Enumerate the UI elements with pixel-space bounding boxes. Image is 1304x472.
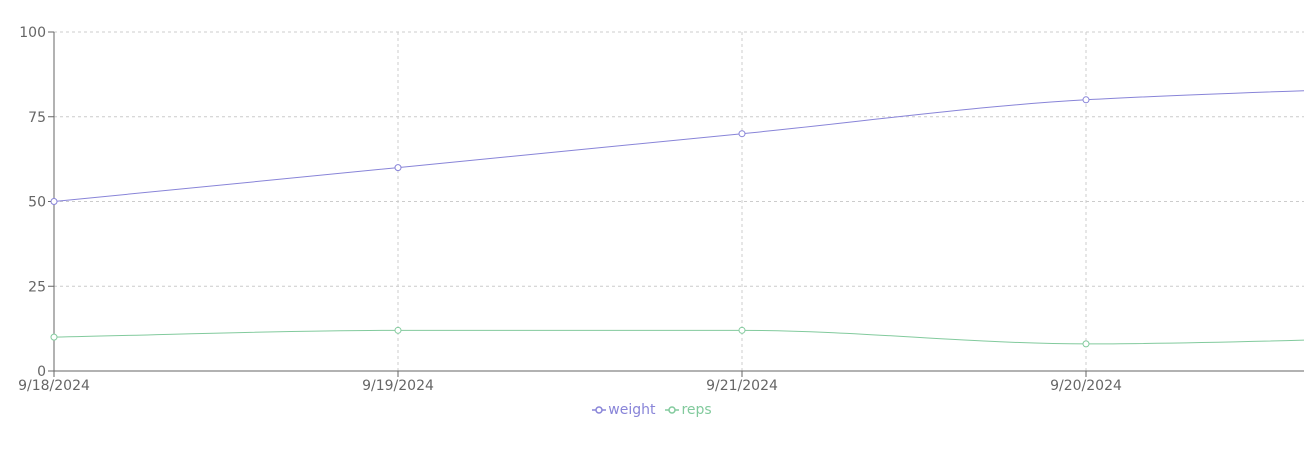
- data-point-weight[interactable]: [1082, 96, 1090, 104]
- data-point-reps[interactable]: [1082, 340, 1090, 348]
- legend-item-reps[interactable]: reps: [665, 402, 712, 418]
- x-tick-label: 9/19/2024: [362, 378, 434, 394]
- data-point-reps[interactable]: [394, 326, 402, 334]
- legend-line-marker-icon: [665, 406, 680, 414]
- data-point-reps[interactable]: [50, 333, 58, 341]
- chart-legend: weight reps: [0, 402, 1304, 418]
- data-point-weight[interactable]: [394, 164, 402, 172]
- y-tick-label: 100: [19, 25, 46, 41]
- x-tick-label: 9/21/2024: [706, 378, 778, 394]
- x-tick-label: 9/18/2024: [18, 378, 90, 394]
- y-tick-label: 75: [28, 110, 46, 126]
- series-reps: [50, 326, 1304, 348]
- data-point-weight[interactable]: [738, 130, 746, 138]
- y-tick-label: 50: [28, 195, 46, 211]
- data-point-weight[interactable]: [50, 198, 58, 205]
- y-tick-label: 25: [28, 279, 46, 295]
- x-tick-label: 9/20/2024: [1050, 378, 1122, 394]
- series-line-weight: [53, 90, 1304, 202]
- legend-label-weight: weight: [608, 402, 656, 418]
- legend-label-reps: reps: [681, 402, 712, 418]
- axis-layer: 0 25 50 75 100 9/18/2024 9/19/2024 9/21/2024 9/2…: [18, 25, 1304, 394]
- series-layer: [50, 90, 1304, 348]
- legend-item-weight[interactable]: weight: [592, 402, 655, 418]
- series-line-reps: [53, 329, 1304, 345]
- legend-line-marker-icon: [592, 406, 607, 414]
- data-point-reps[interactable]: [738, 326, 746, 334]
- series-weight: [50, 90, 1304, 205]
- y-tick-label: 0: [37, 364, 46, 380]
- grid-layer: [54, 31, 1304, 371]
